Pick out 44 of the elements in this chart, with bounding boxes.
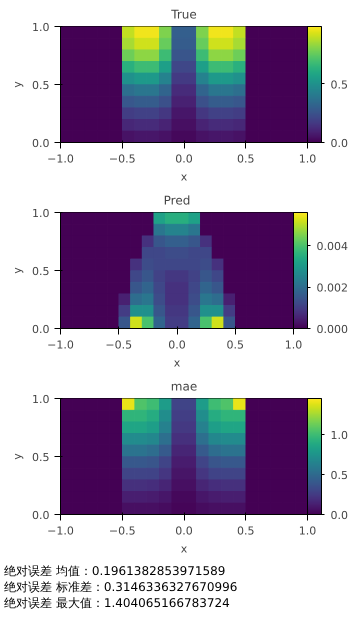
x-tick-label: −1.0 [47,152,74,166]
y-tick-label: 0.0 [32,323,50,336]
x-axis-title: x [180,542,188,556]
x-tick-label: 0.5 [226,338,244,352]
text: 绝对误差 均值：0.1961382853971589 [4,564,226,578]
y-tick-label: 1.0 [32,21,50,34]
y-tick-label: 0.5 [32,79,50,92]
color-bar-label: 0.0 [330,137,348,150]
x-tick-label: 0.0 [168,338,186,352]
x-tick-label: 0.0 [175,152,193,166]
text: 绝对误差 最大值：1.404065166783724 [4,596,230,610]
y-axis-title: y [11,452,24,460]
x-tick-label: −1.0 [47,524,74,538]
text: 绝对误差 标准差：0.3146336327670996 [4,580,238,594]
y-tick-label: 0.5 [32,265,50,278]
x-axis-title: x [174,356,181,370]
x-tick-label: −0.5 [105,338,132,352]
x-tick-label: 0.5 [237,152,255,166]
x-tick-label: −0.5 [108,524,136,538]
chart-title: True [170,8,197,22]
x-tick-label: −1.0 [47,338,74,352]
chart-title: mae [170,380,198,394]
color-bar-label: 1.0 [330,429,348,442]
y-tick-label: 0.0 [32,137,50,150]
chart-title: Pred [164,194,190,208]
y-axis-title: y [11,266,24,274]
color-bar-label: 0.0 [330,509,348,522]
color-bar-label: 0.002 [316,282,348,295]
y-tick-label: 1.0 [32,393,50,406]
x-tick-label: −0.5 [108,152,136,166]
y-tick-label: 1.0 [32,207,50,220]
y-tick-label: 0.0 [32,509,50,522]
x-tick-label: 1.0 [298,152,316,166]
color-bar-label: 0.000 [316,323,348,336]
x-tick-label: 1.0 [284,338,302,352]
color-bar-label: 0.004 [316,240,348,254]
color-bar-label: 0.5 [330,469,348,482]
y-axis-title: y [11,80,24,88]
x-tick-label: 0.5 [237,524,255,538]
x-tick-label: 0.0 [175,524,193,538]
x-tick-label: 1.0 [298,524,316,538]
color-bar-label: 0.5 [330,78,348,92]
x-axis-title: x [180,170,188,184]
y-tick-label: 0.5 [32,451,50,464]
